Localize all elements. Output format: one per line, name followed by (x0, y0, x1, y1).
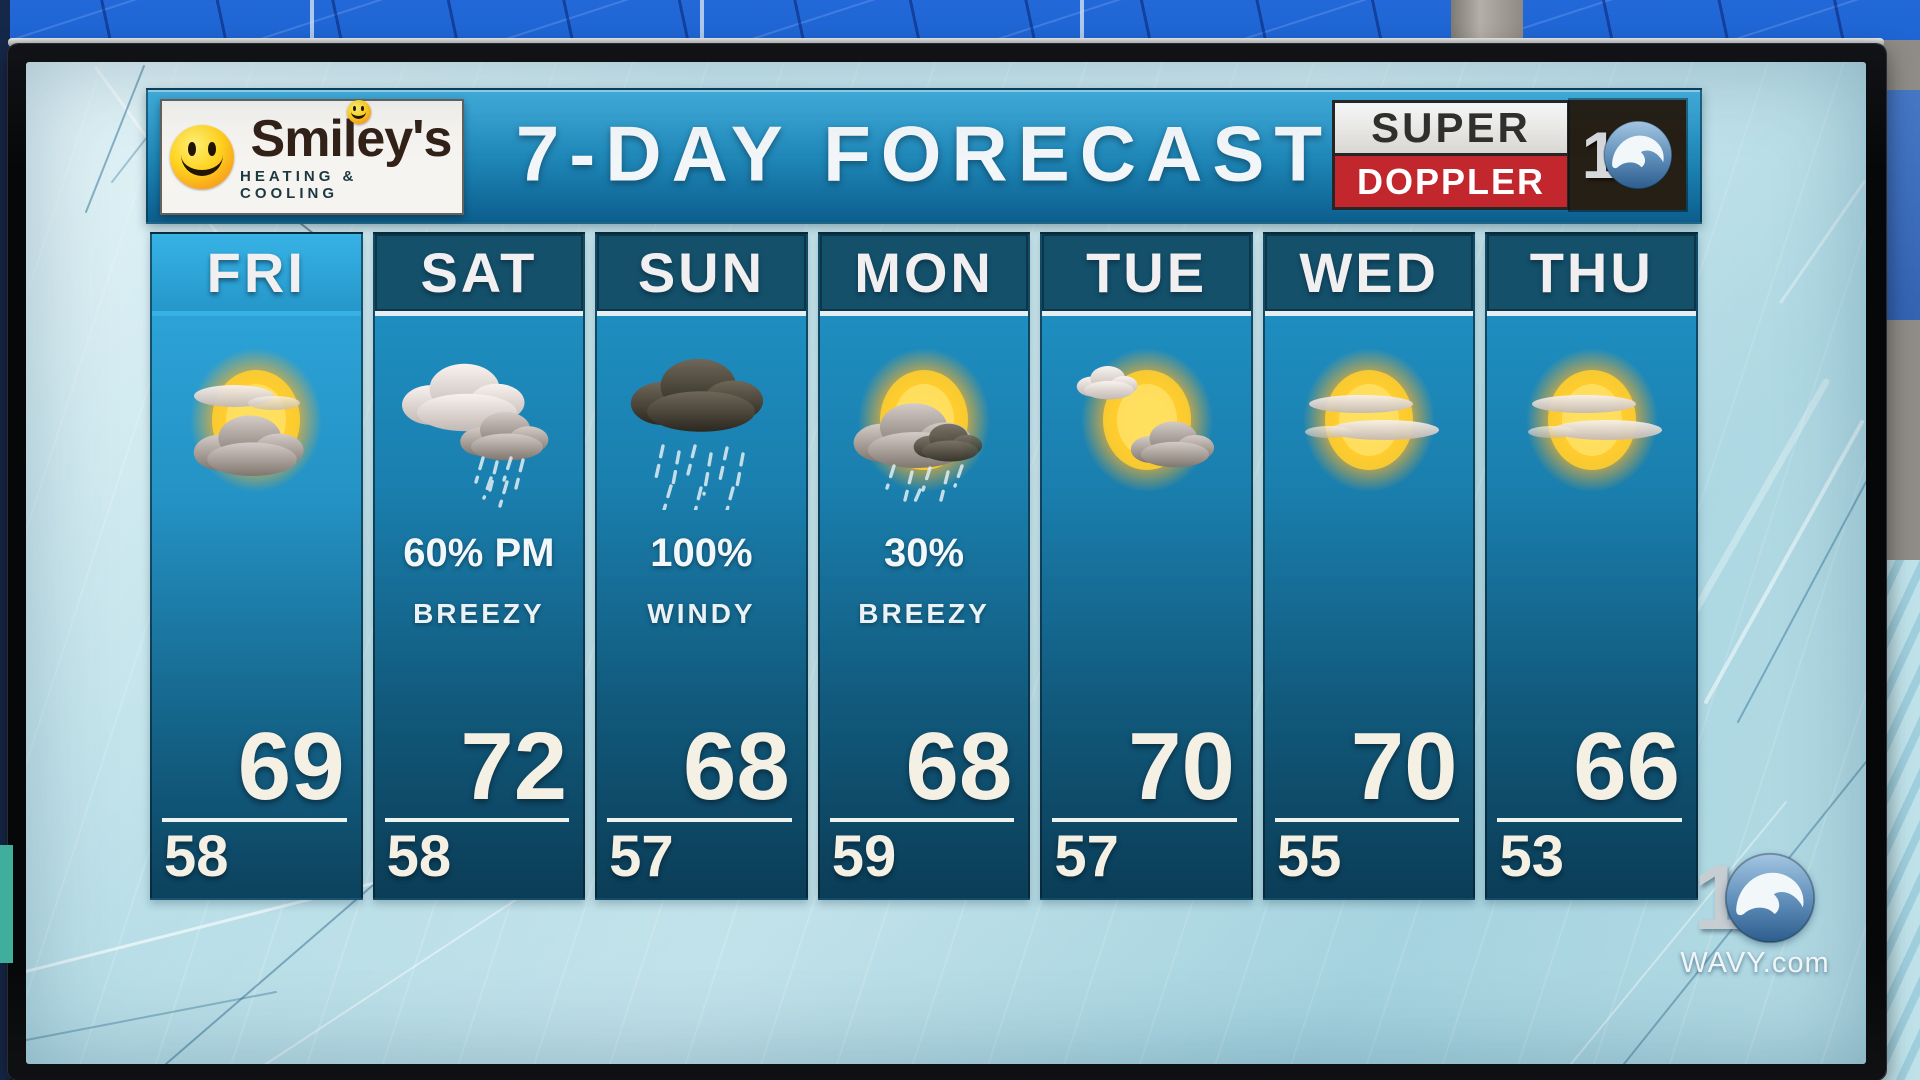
station-url: WAVY.com (1680, 947, 1830, 979)
small-smiley-icon (346, 99, 371, 124)
dark-rain-cloud-icon (597, 322, 806, 528)
day-column-mon: MON 30% BREEZY 68 59 (817, 232, 1031, 900)
precip-chance (1487, 528, 1696, 578)
studio-teal-strip (0, 845, 13, 963)
day-label: SAT (374, 234, 584, 316)
brand-doppler-label: DOPPLER (1332, 156, 1570, 210)
condition-label: BREEZY (858, 598, 990, 629)
low-temp: 57 (609, 824, 674, 889)
precip-chance: 60% PM (403, 530, 555, 575)
high-temp: 72 (460, 712, 568, 820)
station-10-logo: 1 (1693, 851, 1816, 945)
sunny-wispy-clouds-icon (1487, 322, 1696, 528)
condition-label (152, 594, 361, 634)
spacer (597, 634, 806, 721)
spacer (1487, 634, 1696, 721)
spacer (152, 634, 361, 721)
channel-10-logo: 1 (1570, 100, 1686, 210)
temp-divider (1052, 818, 1237, 822)
studio-wall-left (0, 0, 10, 1080)
precip-chance: 30% (883, 530, 965, 575)
day-column-tue: TUE 70 57 (1040, 232, 1253, 900)
wave-10-icon (1723, 851, 1817, 945)
wall-seam (310, 0, 314, 58)
sponsor-logo: Smiley's HEATING & COOLING (160, 99, 464, 215)
sponsor-text: Smiley's HEATING & COOLING (240, 99, 462, 203)
temp-divider (384, 818, 570, 822)
smiley-face-icon (170, 125, 234, 189)
forecast-header: Smiley's HEATING & COOLING 7-DAY FORECAS… (146, 88, 1702, 224)
precip-chance (1042, 528, 1251, 578)
day-column-wed: WED 70 55 (1262, 232, 1476, 900)
day-column-sat: SAT 60% PM BREEZY 72 58 (372, 232, 586, 900)
wall-panel-blue (1880, 90, 1920, 320)
condition-label (1487, 594, 1696, 634)
low-temp: 58 (386, 824, 452, 889)
super-doppler-logo: SUPER DOPPLER 1 (1332, 100, 1686, 210)
forecast-screen: Smiley's HEATING & COOLING 7-DAY FORECAS… (26, 62, 1866, 1064)
temp-divider (1274, 818, 1460, 822)
sun-behind-clouds-icon (152, 322, 361, 528)
day-column-fri: FRI 69 58 (150, 232, 363, 900)
precip-chance: 100% (650, 530, 753, 575)
low-temp: 57 (1054, 824, 1119, 889)
sunny-wispy-clouds-icon (1265, 322, 1474, 528)
monitor-top-edge (8, 38, 1884, 47)
day-columns: FRI 69 58 SAT 60% PM BREEZY 72 58 SUN 10… (150, 232, 1699, 900)
low-temp: 53 (1499, 824, 1564, 889)
day-label: MON (819, 234, 1029, 316)
temp-divider (1497, 818, 1683, 822)
low-temp: 55 (1276, 824, 1342, 889)
low-temp: 58 (164, 824, 229, 889)
condition-label (1265, 594, 1474, 634)
high-temp: 70 (1128, 712, 1235, 820)
spacer (820, 634, 1029, 721)
wave-10-icon (1602, 119, 1674, 191)
precip-chance (152, 528, 361, 578)
brand-super-label: SUPER (1332, 100, 1570, 156)
day-label: SUN (597, 234, 806, 316)
day-label: WED (1264, 234, 1474, 316)
spacer (1042, 634, 1251, 721)
temp-divider (162, 818, 347, 822)
sun-rain-cloud-icon (820, 322, 1029, 528)
condition-label: BREEZY (413, 598, 545, 629)
temp-divider (829, 818, 1015, 822)
condition-label: WINDY (647, 598, 756, 629)
low-temp: 59 (831, 824, 897, 889)
wall-panel-light (1880, 560, 1920, 1080)
wall-seam (1080, 0, 1084, 58)
spacer (1265, 634, 1474, 721)
day-column-sun: SUN 100% WINDY 68 57 (595, 232, 808, 900)
day-label: TUE (1042, 234, 1251, 316)
temp-divider (607, 818, 792, 822)
spacer (375, 634, 584, 721)
precip-chance (1265, 528, 1474, 578)
high-temp: 68 (905, 712, 1013, 820)
wall-seam (700, 0, 704, 58)
day-column-thu: THU 66 53 (1485, 232, 1699, 900)
station-watermark: 1 WAVY.com (1670, 851, 1840, 980)
high-temp: 68 (682, 712, 790, 820)
day-label: THU (1487, 234, 1697, 316)
condition-label (1042, 594, 1251, 634)
sponsor-tagline: HEATING & COOLING (240, 168, 358, 203)
showers-cloud-icon (375, 322, 584, 528)
sun-with-clouds-icon (1042, 322, 1251, 528)
high-temp: 69 (237, 712, 345, 820)
forecast-title: 7-DAY FORECAST (515, 109, 1333, 198)
high-temp: 70 (1350, 712, 1458, 820)
studio-monitor: Smiley's HEATING & COOLING 7-DAY FORECAS… (8, 44, 1886, 1080)
day-label: FRI (152, 234, 361, 316)
studio-wall-right (1880, 40, 1920, 1080)
high-temp: 66 (1573, 712, 1681, 820)
